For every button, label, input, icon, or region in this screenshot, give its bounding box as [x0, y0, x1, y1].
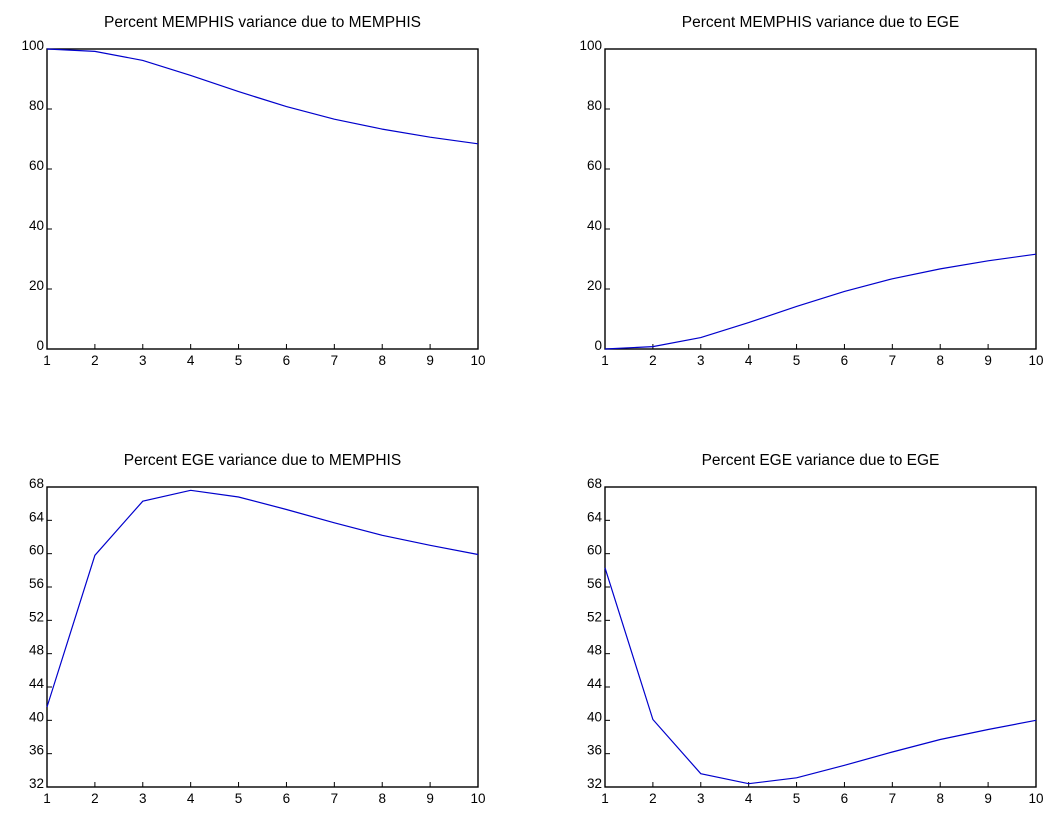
x-tick-label: 9	[984, 791, 992, 806]
x-tick-label: 2	[91, 353, 99, 368]
series-line	[46, 489, 479, 708]
x-tick-label: 8	[378, 353, 386, 368]
x-tick-label: 1	[43, 353, 51, 368]
chart-memphis-due-to-memphis: Percent MEMPHIS variance due to MEMPHIS 0…	[21, 14, 485, 368]
y-tick-label: 64	[29, 509, 45, 524]
x-tick-label: 5	[793, 791, 801, 806]
y-tick-label: 0	[594, 338, 602, 353]
y-tick-label: 20	[29, 278, 44, 293]
x-tick-label: 3	[697, 791, 705, 806]
x-tick-label: 7	[889, 791, 897, 806]
y-tick-label: 32	[29, 776, 44, 791]
x-tick-label: 1	[601, 353, 609, 368]
x-tick-label: 5	[235, 791, 243, 806]
chart-ege-due-to-ege: Percent EGE variance due to EGE323640444…	[587, 452, 1044, 806]
x-tick-label: 8	[936, 353, 944, 368]
y-tick-label: 60	[29, 158, 44, 173]
y-tick-label: 40	[29, 218, 44, 233]
x-tick-label: 2	[649, 353, 657, 368]
x-tick-label: 7	[889, 353, 897, 368]
x-tick-label: 4	[745, 353, 753, 368]
x-tick-label: 9	[426, 791, 434, 806]
y-tick-label: 80	[587, 98, 602, 113]
y-tick-label: 32	[587, 776, 602, 791]
x-tick-label: 8	[936, 791, 944, 806]
x-tick-label: 5	[793, 353, 801, 368]
y-tick-label: 52	[29, 609, 44, 624]
x-tick-label: 4	[187, 791, 195, 806]
y-tick-label: 80	[29, 98, 44, 113]
plot-frame	[604, 48, 1037, 350]
chart-title: Percent EGE variance due to MEMPHIS	[124, 452, 401, 469]
y-tick-label: 56	[29, 576, 44, 591]
chart-ege-due-to-memphis: Percent EGE variance due to MEMPHIS32364…	[29, 452, 486, 806]
x-tick-label: 3	[697, 353, 705, 368]
x-tick-label: 5	[235, 353, 243, 368]
y-tick-label: 52	[587, 609, 602, 624]
plot-frame	[604, 486, 1037, 788]
x-tick-label: 2	[649, 791, 657, 806]
x-tick-label: 8	[378, 791, 386, 806]
x-tick-label: 7	[331, 353, 339, 368]
x-tick-label: 1	[601, 791, 609, 806]
y-tick-label: 56	[587, 576, 602, 591]
x-tick-label: 10	[470, 791, 485, 806]
x-tick-label: 10	[1028, 353, 1043, 368]
y-tick-label: 100	[21, 38, 44, 53]
y-tick-label: 36	[29, 743, 44, 758]
x-tick-label: 6	[841, 791, 849, 806]
y-tick-label: 40	[587, 709, 602, 724]
x-tick-label: 4	[745, 791, 753, 806]
x-tick-label: 9	[426, 353, 434, 368]
y-tick-label: 0	[36, 338, 44, 353]
y-tick-label: 60	[29, 543, 44, 558]
y-tick-label: 68	[587, 476, 602, 491]
y-tick-label: 40	[29, 709, 44, 724]
chart-title: Percent MEMPHIS variance due to EGE	[682, 14, 959, 31]
series-line	[604, 567, 1037, 785]
y-tick-label: 68	[29, 476, 44, 491]
y-tick-label: 36	[587, 743, 602, 758]
y-tick-label: 44	[29, 676, 45, 691]
x-tick-label: 3	[139, 791, 147, 806]
y-tick-label: 100	[579, 38, 602, 53]
x-tick-label: 4	[187, 353, 195, 368]
x-tick-label: 10	[470, 353, 485, 368]
y-tick-label: 20	[587, 278, 602, 293]
y-tick-label: 60	[587, 158, 602, 173]
series-line	[46, 48, 479, 145]
y-tick-label: 44	[587, 676, 603, 691]
x-tick-label: 7	[331, 791, 339, 806]
plot-frame	[46, 486, 479, 788]
x-tick-label: 2	[91, 791, 99, 806]
x-tick-label: 10	[1028, 791, 1043, 806]
chart-title: Percent EGE variance due to EGE	[702, 452, 940, 469]
y-tick-label: 60	[587, 543, 602, 558]
y-tick-label: 40	[587, 218, 602, 233]
x-tick-label: 6	[283, 353, 291, 368]
series-line	[604, 253, 1037, 350]
plot-frame	[46, 48, 479, 350]
chart-memphis-due-to-ege: Percent MEMPHIS variance due to EGE 0 20 40…	[579, 14, 1043, 368]
x-tick-label: 6	[283, 791, 291, 806]
x-tick-label: 6	[841, 353, 849, 368]
x-tick-label: 9	[984, 353, 992, 368]
chart-title: Percent MEMPHIS variance due to MEMPHIS	[104, 14, 421, 31]
x-tick-label: 3	[139, 353, 147, 368]
y-tick-label: 48	[587, 643, 602, 658]
y-tick-label: 48	[29, 643, 44, 658]
x-tick-label: 1	[43, 791, 51, 806]
y-tick-label: 64	[587, 509, 603, 524]
